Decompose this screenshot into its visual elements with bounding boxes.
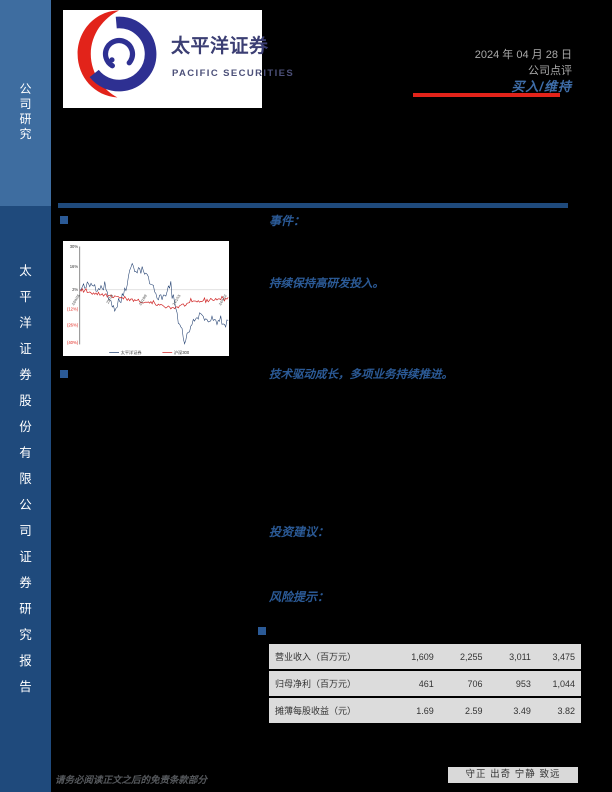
svg-text:(12%): (12%): [67, 307, 79, 312]
svg-text:23/4/28: 23/4/28: [71, 294, 81, 306]
svg-text:沪深300: 沪深300: [174, 349, 190, 355]
svg-text:23/10/9: 23/10/9: [138, 294, 148, 306]
svg-text:(26%): (26%): [67, 322, 79, 327]
svg-text:太平洋证券: 太平洋证券: [121, 349, 143, 355]
svg-text:2%: 2%: [72, 287, 78, 292]
svg-text:30%: 30%: [70, 244, 79, 249]
svg-text:(40%): (40%): [67, 340, 79, 345]
svg-text:16%: 16%: [70, 264, 79, 269]
svg-text:24/4/22: 24/4/22: [218, 294, 228, 306]
